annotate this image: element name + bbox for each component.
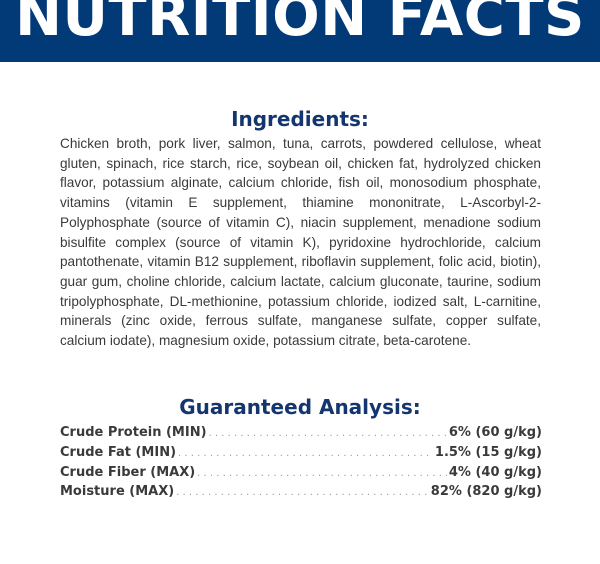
analysis-row: Crude Fiber (MAX) 4% (40 g/kg) bbox=[60, 465, 542, 485]
analysis-value: 1.5% (15 g/kg) bbox=[434, 444, 542, 460]
analysis-row: Moisture (MAX) 82% (820 g/kg) bbox=[60, 484, 542, 504]
dot-leader bbox=[178, 448, 433, 459]
analysis-value: 4% (40 g/kg) bbox=[448, 464, 542, 480]
analysis-label: Crude Fat (MIN) bbox=[60, 444, 177, 460]
page-title: NUTRITION FACTS bbox=[15, 0, 585, 49]
analysis-value: 82% (820 g/kg) bbox=[430, 484, 542, 500]
ingredients-heading: Ingredients: bbox=[231, 107, 369, 131]
analysis-label: Crude Protein (MIN) bbox=[60, 425, 207, 440]
guaranteed-analysis-table: Crude Protein (MIN) 6% (60 g/kg) Crude F… bbox=[60, 425, 542, 504]
dot-leader bbox=[176, 487, 429, 498]
header-banner: NUTRITION FACTS bbox=[0, 0, 600, 62]
analysis-label: Moisture (MAX) bbox=[60, 484, 175, 500]
dot-leader bbox=[197, 468, 447, 479]
analysis-row: Crude Fat (MIN) 1.5% (15 g/kg) bbox=[60, 445, 542, 465]
ingredients-text: Chicken broth, pork liver, salmon, tuna,… bbox=[60, 136, 541, 349]
analysis-row: Crude Protein (MIN) 6% (60 g/kg) bbox=[60, 425, 542, 445]
dot-leader bbox=[209, 428, 447, 439]
analysis-value: 6% (60 g/kg) bbox=[448, 425, 542, 440]
guaranteed-analysis-heading: Guaranteed Analysis: bbox=[179, 395, 421, 419]
analysis-label: Crude Fiber (MAX) bbox=[60, 464, 196, 480]
